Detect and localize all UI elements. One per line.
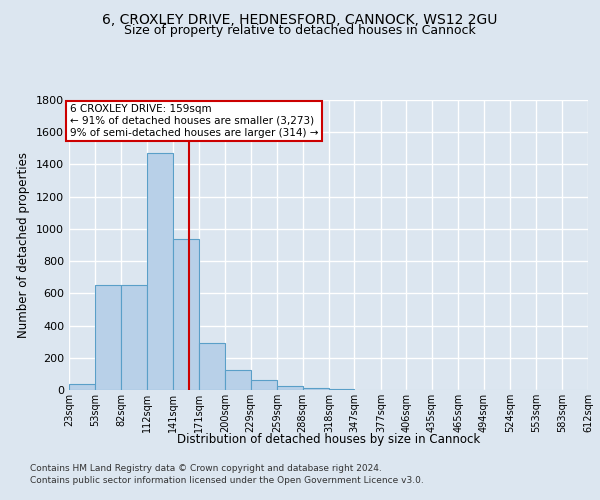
Y-axis label: Number of detached properties: Number of detached properties [17,152,31,338]
Bar [199,344,225,390]
Bar [95,286,121,390]
Text: 6, CROXLEY DRIVE, HEDNESFORD, CANNOCK, WS12 2GU: 6, CROXLEY DRIVE, HEDNESFORD, CANNOCK, W… [103,12,497,26]
Text: 6 CROXLEY DRIVE: 159sqm
← 91% of detached houses are smaller (3,273)
9% of semi-: 6 CROXLEY DRIVE: 159sqm ← 91% of detache… [70,104,319,138]
Bar [302,388,329,390]
Text: Contains HM Land Registry data © Crown copyright and database right 2024.: Contains HM Land Registry data © Crown c… [30,464,382,473]
Bar [277,386,302,390]
Bar [121,286,148,390]
Bar [173,240,199,390]
Text: Size of property relative to detached houses in Cannock: Size of property relative to detached ho… [124,24,476,37]
Bar [225,370,251,390]
Text: Contains public sector information licensed under the Open Government Licence v3: Contains public sector information licen… [30,476,424,485]
Bar [329,389,355,390]
Bar [148,153,173,390]
Text: Distribution of detached houses by size in Cannock: Distribution of detached houses by size … [177,432,481,446]
Bar [251,380,277,390]
Bar [69,384,95,390]
